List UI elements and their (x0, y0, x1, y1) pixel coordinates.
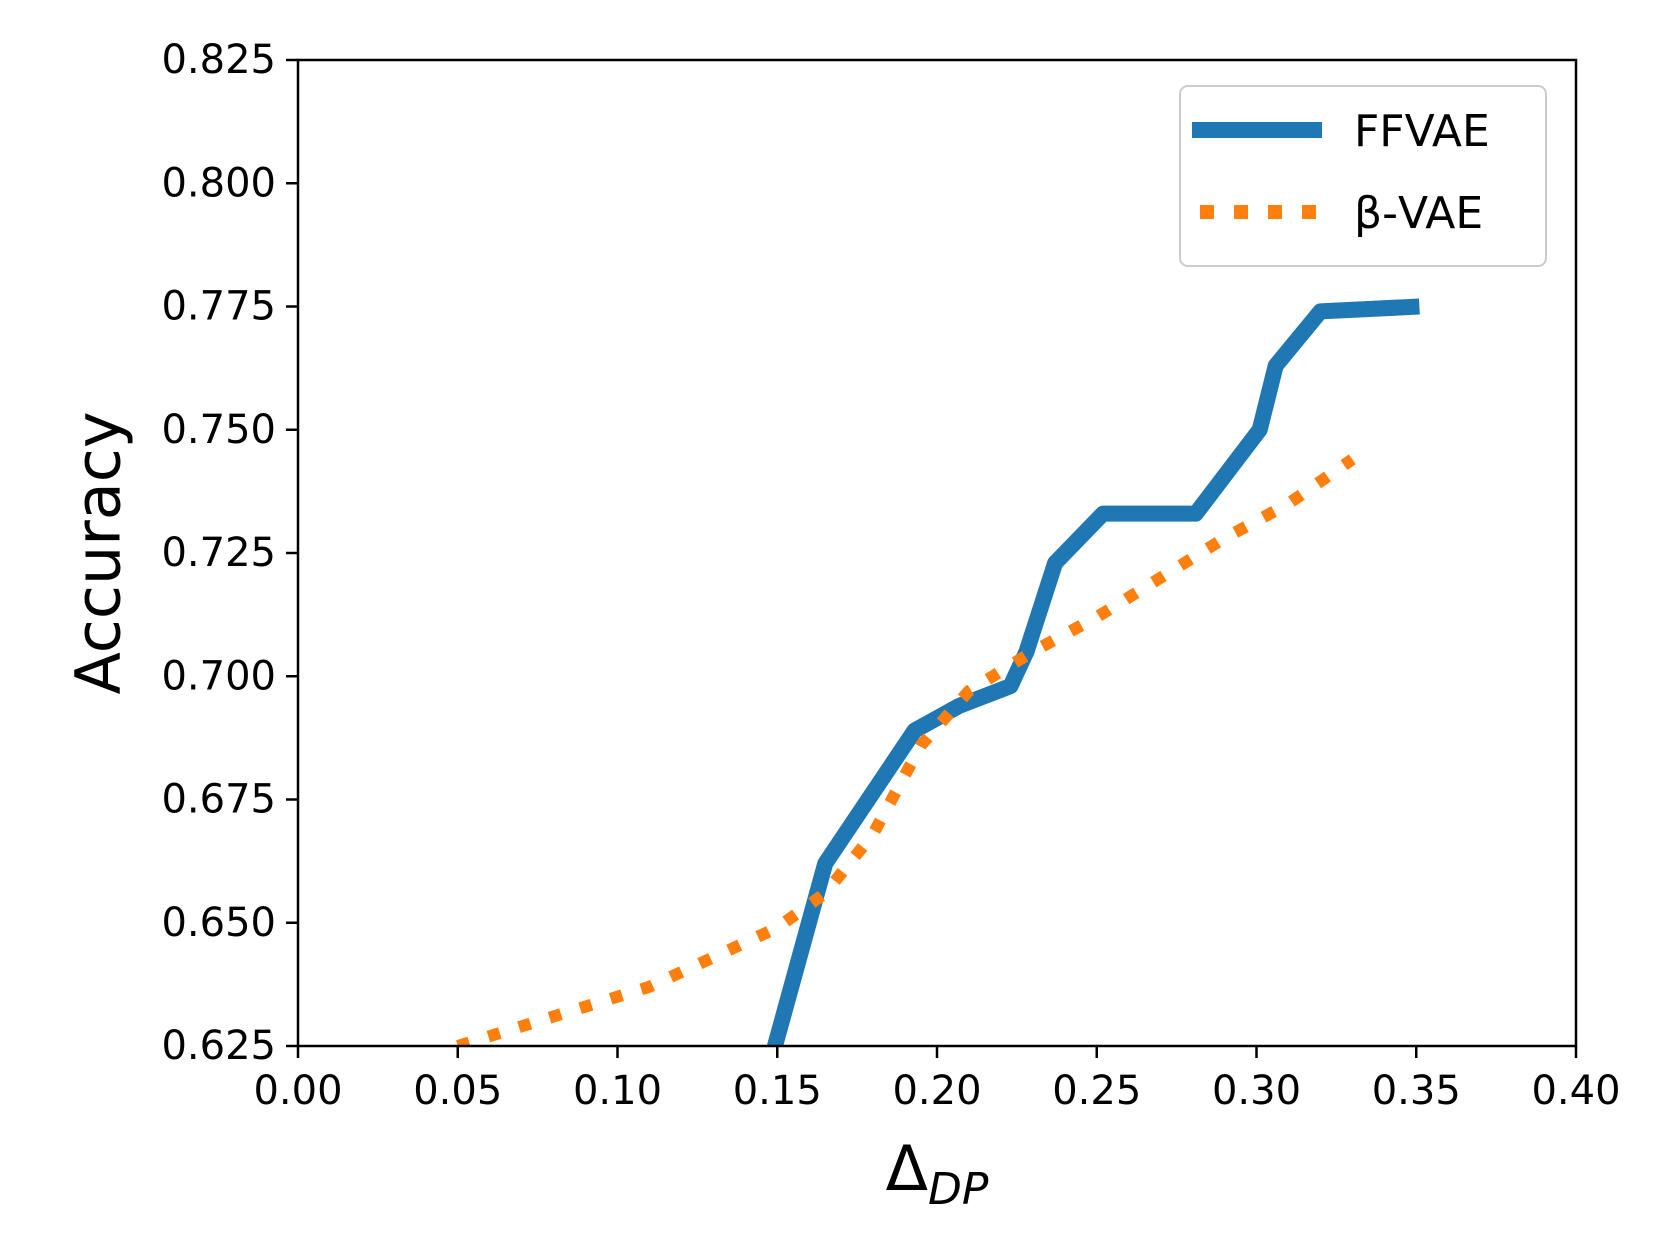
x-axis-title-main: Δ (886, 1132, 928, 1205)
x-axis-ticks: 0.00 0.05 0.10 0.15 0.20 0.25 0.30 0.35 0.40 (253, 1046, 1621, 1114)
x-tick-label: 0.35 (1372, 1068, 1461, 1114)
y-tick-label: 0.825 (161, 37, 276, 83)
x-tick-label: 0.30 (1212, 1068, 1301, 1114)
legend-label-beta-vae: β-VAE (1354, 188, 1483, 239)
x-axis-title: ΔDP (886, 1132, 989, 1215)
y-tick-label: 0.625 (161, 1023, 276, 1069)
series-layer (456, 298, 1420, 1046)
x-tick-label: 0.00 (253, 1068, 342, 1114)
x-axis-title-subscript: DP (928, 1164, 989, 1215)
legend: FFVAE β-VAE (1179, 85, 1547, 267)
x-tick-label: 0.25 (1052, 1068, 1141, 1114)
x-tick-label: 0.05 (413, 1068, 502, 1114)
y-tick-label: 0.750 (161, 407, 276, 453)
x-tick-label: 0.15 (733, 1068, 822, 1114)
y-axis-title: Accuracy (62, 411, 135, 694)
y-tick-label: 0.675 (161, 777, 276, 823)
series-line-beta-vae (456, 454, 1356, 1046)
x-tick-label: 0.20 (892, 1068, 981, 1114)
legend-label-ffvae: FFVAE (1354, 106, 1490, 157)
y-tick-label: 0.650 (161, 900, 276, 946)
y-tick-label: 0.775 (161, 284, 276, 330)
y-tick-label: 0.725 (161, 530, 276, 576)
y-axis-ticks: 0.625 0.650 0.675 0.700 0.725 0.750 0.775 0.800… (161, 37, 298, 1069)
y-tick-label: 0.700 (161, 653, 276, 699)
x-tick-label: 0.10 (573, 1068, 662, 1114)
y-tick-label: 0.800 (161, 160, 276, 206)
x-tick-label: 0.40 (1531, 1068, 1620, 1114)
